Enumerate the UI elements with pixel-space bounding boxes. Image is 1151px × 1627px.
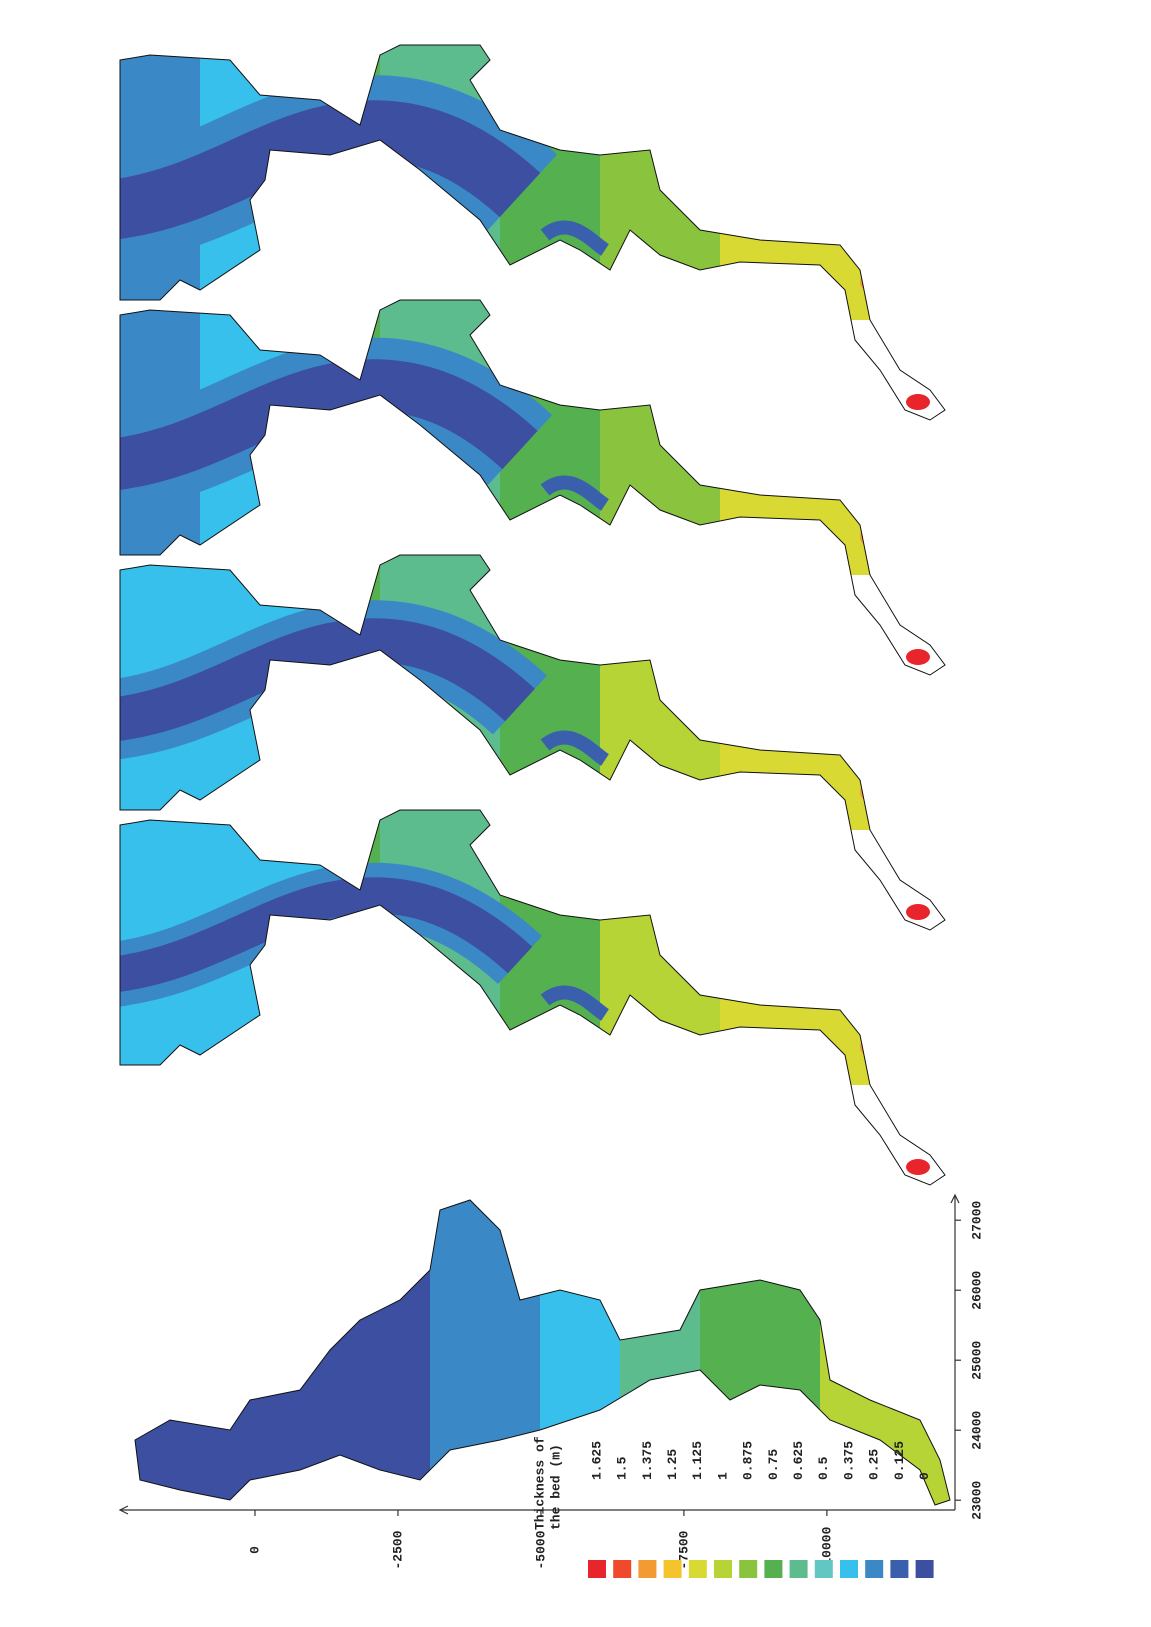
legend-swatch xyxy=(613,1560,632,1578)
channel xyxy=(120,877,533,993)
legend-label: 1.25 xyxy=(665,1449,680,1480)
legend-label: 0 xyxy=(917,1472,932,1480)
zone xyxy=(720,810,945,1085)
outline xyxy=(119,44,946,421)
zone xyxy=(620,1200,700,1505)
legend-label: 0.25 xyxy=(867,1449,882,1480)
legend-swatch xyxy=(890,1560,909,1578)
y-tick-label: -5000 xyxy=(533,1530,548,1569)
pool xyxy=(540,475,610,511)
x-tick-label: 26000 xyxy=(969,1271,984,1310)
zone xyxy=(600,555,945,830)
arrow xyxy=(118,1505,129,1515)
pool xyxy=(540,985,610,1021)
outline xyxy=(119,809,946,1186)
legend-swatch xyxy=(814,1560,833,1578)
pool xyxy=(637,1294,693,1326)
zone xyxy=(720,45,945,320)
legend-title: the bed (m) xyxy=(548,1444,563,1530)
legend-swatch xyxy=(915,1560,934,1578)
legend-label: 1.375 xyxy=(640,1441,655,1480)
legend-label: 1.125 xyxy=(690,1441,705,1480)
channel xyxy=(120,100,541,240)
legend-title: Thickness of xyxy=(532,1436,547,1530)
legend-label: 0.625 xyxy=(791,1441,806,1480)
channel xyxy=(120,359,538,491)
legend-swatch xyxy=(588,1560,606,1578)
y-tick-label: 0 xyxy=(247,1546,262,1554)
legend-swatch xyxy=(865,1560,884,1578)
hotspot xyxy=(906,649,930,665)
legend-label: 0.125 xyxy=(892,1441,907,1480)
legend-label: 1 xyxy=(715,1472,730,1480)
zone xyxy=(600,810,945,1085)
legend-swatch xyxy=(840,1560,858,1578)
legend-label: 0.75 xyxy=(766,1449,781,1480)
zone xyxy=(720,300,945,575)
zone xyxy=(720,555,945,830)
outline xyxy=(119,299,946,676)
x-tick-label: 27000 xyxy=(969,1201,984,1240)
y-tick-label: -7500 xyxy=(676,1530,691,1569)
legend-swatch xyxy=(688,1560,707,1578)
x-tick-label: 25000 xyxy=(969,1341,984,1380)
legend-swatch xyxy=(638,1560,657,1578)
hotspot xyxy=(906,904,930,920)
legend-label: 0.5 xyxy=(816,1456,831,1480)
legend-label: 0.875 xyxy=(741,1441,756,1480)
zone xyxy=(430,1200,540,1505)
pool xyxy=(540,220,610,256)
legend-label: 0.375 xyxy=(841,1441,856,1480)
arrow xyxy=(950,1193,960,1204)
x-tick-label: 24000 xyxy=(969,1411,984,1450)
pool xyxy=(540,730,610,766)
outline xyxy=(119,554,946,931)
legend-swatch xyxy=(789,1560,808,1578)
legend-swatch xyxy=(663,1560,682,1578)
channel xyxy=(120,618,535,742)
legend-swatch xyxy=(739,1560,758,1578)
map-panel xyxy=(120,810,945,1175)
x-tick-label: 23000 xyxy=(969,1481,984,1520)
legend-label: 1.5 xyxy=(615,1456,630,1480)
hotspot xyxy=(906,394,930,410)
legend-swatch xyxy=(764,1560,783,1578)
legend-label: 1.625 xyxy=(589,1441,604,1480)
zone xyxy=(600,45,945,320)
outline xyxy=(134,1199,951,1506)
zone xyxy=(600,300,945,575)
y-tick-label: -2500 xyxy=(390,1530,405,1569)
legend-swatch xyxy=(714,1560,732,1578)
zone xyxy=(135,1200,430,1505)
hotspot xyxy=(906,1159,930,1175)
